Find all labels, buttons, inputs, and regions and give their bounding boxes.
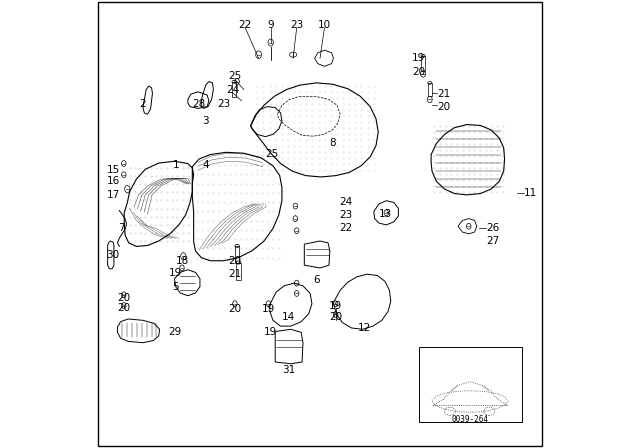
Text: 19: 19 [169, 268, 182, 278]
Text: 23: 23 [339, 210, 353, 220]
Text: 19: 19 [412, 53, 425, 63]
Text: 1: 1 [172, 160, 179, 170]
Text: 5: 5 [172, 282, 179, 292]
Text: 24: 24 [339, 198, 353, 207]
Text: 10: 10 [318, 20, 331, 30]
Text: 0039-264: 0039-264 [452, 415, 488, 424]
Text: 21: 21 [228, 269, 241, 279]
Text: 15: 15 [106, 165, 120, 175]
Text: 3: 3 [202, 116, 209, 126]
Text: 18: 18 [175, 256, 189, 266]
Text: 20: 20 [329, 312, 342, 322]
Text: 21: 21 [437, 89, 451, 99]
Text: 20: 20 [228, 256, 241, 266]
Text: 22: 22 [339, 223, 353, 233]
Text: 19: 19 [262, 304, 275, 314]
Text: 4: 4 [202, 160, 209, 170]
Text: 6: 6 [313, 275, 320, 284]
Text: 20: 20 [117, 293, 131, 303]
Text: 13: 13 [378, 209, 392, 219]
Text: 31: 31 [282, 365, 295, 375]
Text: 20: 20 [117, 303, 131, 313]
Text: 26: 26 [486, 224, 499, 233]
Text: 16: 16 [106, 177, 120, 186]
Text: 9: 9 [268, 20, 274, 30]
Text: 12: 12 [358, 323, 371, 333]
Text: 27: 27 [486, 236, 499, 246]
Text: 17: 17 [106, 190, 120, 200]
Text: 11: 11 [524, 188, 537, 198]
Text: 22: 22 [239, 20, 252, 30]
Text: 19: 19 [329, 301, 342, 310]
Text: 19: 19 [264, 327, 277, 337]
Text: 20: 20 [437, 102, 451, 112]
Text: 20: 20 [228, 304, 241, 314]
Text: 25: 25 [265, 149, 278, 159]
Text: 29: 29 [168, 327, 181, 337]
Text: 25: 25 [228, 71, 241, 81]
Text: 2: 2 [140, 99, 147, 109]
Bar [419, 347, 522, 422]
Text: 20: 20 [412, 67, 425, 77]
Text: 23: 23 [290, 20, 303, 30]
Text: 28: 28 [193, 99, 205, 109]
Text: 30: 30 [106, 250, 120, 260]
Text: 24: 24 [226, 85, 239, 95]
Text: 14: 14 [282, 312, 295, 322]
Text: 7: 7 [118, 224, 124, 233]
Text: 8: 8 [329, 138, 336, 148]
Text: 23: 23 [217, 99, 230, 109]
